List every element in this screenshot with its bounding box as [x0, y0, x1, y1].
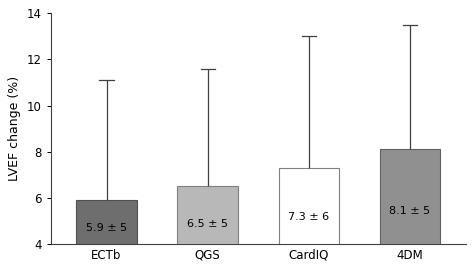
Y-axis label: LVEF change (%): LVEF change (%): [9, 76, 21, 181]
Bar: [380, 149, 440, 244]
Text: 8.1 ± 5: 8.1 ± 5: [390, 206, 430, 216]
Bar: [76, 200, 137, 244]
Text: 7.3 ± 6: 7.3 ± 6: [288, 212, 329, 222]
Bar: [177, 186, 238, 244]
Text: 6.5 ± 5: 6.5 ± 5: [187, 219, 228, 229]
Text: 5.9 ± 5: 5.9 ± 5: [86, 224, 127, 234]
Bar: [279, 168, 339, 244]
